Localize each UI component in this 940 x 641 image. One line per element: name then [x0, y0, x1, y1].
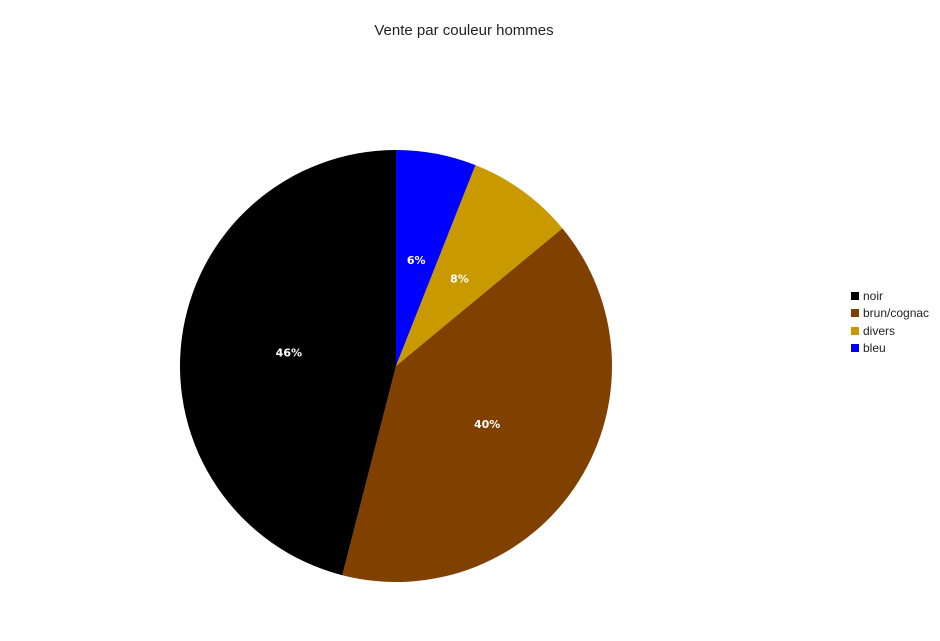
- data-label: 8%: [450, 273, 469, 286]
- legend-item: noir: [851, 287, 929, 305]
- legend-swatch: [851, 326, 859, 335]
- data-label: 46%: [276, 346, 302, 359]
- legend-swatch: [851, 344, 859, 353]
- legend-label: divers: [863, 323, 896, 338]
- data-label: 6%: [407, 254, 426, 267]
- pie-slice-brun-cognac: [342, 228, 613, 583]
- chart-title: Vente par couleur hommes: [374, 22, 554, 39]
- legend-label: brun/cognac: [863, 306, 930, 321]
- legend-swatch: [851, 309, 859, 318]
- legend-item: divers: [851, 322, 929, 340]
- data-label: 40%: [474, 418, 500, 431]
- legend-label: bleu: [863, 341, 886, 356]
- legend-label: noir: [863, 288, 884, 303]
- legend: noir brun/cognac divers bleu: [851, 287, 929, 357]
- pie-slice-bleu: [396, 150, 476, 366]
- pie-slice-divers: [396, 165, 563, 366]
- legend-swatch: [851, 291, 859, 300]
- pie-slice-noir: [179, 150, 396, 576]
- legend-item: bleu: [851, 340, 929, 358]
- legend-item: brun/cognac: [851, 305, 929, 323]
